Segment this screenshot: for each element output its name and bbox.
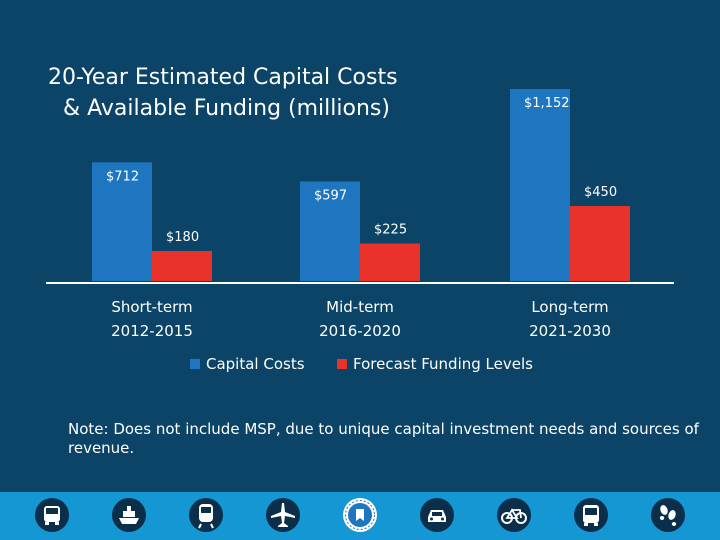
data-label-capital-costs-2: $597	[314, 189, 347, 204]
x-tick-years-3: 2021-2030	[529, 322, 611, 340]
train-icon	[188, 497, 224, 533]
ship-icon	[111, 497, 147, 533]
data-label-forecast-funding-2: $225	[374, 223, 407, 238]
x-tick-label-2: Mid-term	[326, 298, 394, 316]
airplane-icon	[265, 497, 301, 533]
car-icon	[419, 497, 455, 533]
bicycle-icon	[496, 497, 532, 533]
bar-forecast-funding-2	[360, 243, 420, 281]
truck-icon	[34, 497, 70, 533]
chart-title: 20-Year Estimated Capital Costs & Availa…	[48, 62, 398, 124]
legend-swatch-forecast-funding	[337, 359, 347, 369]
x-tick-label-1: Short-term	[111, 298, 192, 316]
data-label-capital-costs-3: $1,152	[524, 96, 570, 111]
legend-label-capital-costs: Capital Costs	[206, 355, 305, 373]
bar-forecast-funding-1	[152, 251, 212, 281]
bar-chart: $712 $180 Short-term 2012-2015 $597 $225 Mid-t…	[46, 89, 674, 373]
bar-capital-costs-1	[92, 162, 152, 281]
chart-title-line-1: 20-Year Estimated Capital Costs	[48, 65, 398, 90]
chart-note: Note: Does not include MSP, due to uniqu…	[68, 420, 699, 457]
bar-capital-costs-2	[300, 181, 360, 281]
chart-title-line-2: & Available Funding (millions)	[63, 96, 390, 121]
x-tick-years-1: 2012-2015	[111, 322, 193, 340]
legend-swatch-capital-costs	[190, 359, 200, 369]
state-seal-icon	[342, 497, 378, 533]
legend-label-forecast-funding: Forecast Funding Levels	[353, 355, 533, 373]
x-tick-years-2: 2016-2020	[319, 322, 401, 340]
bus-icon	[573, 497, 609, 533]
data-label-forecast-funding-1: $180	[166, 230, 199, 245]
bar-capital-costs-3	[510, 89, 570, 281]
footprints-icon	[650, 497, 686, 533]
x-tick-label-3: Long-term	[531, 298, 608, 316]
data-label-capital-costs-1: $712	[106, 169, 139, 184]
bar-forecast-funding-3	[570, 206, 630, 281]
data-label-forecast-funding-3: $450	[584, 185, 617, 200]
